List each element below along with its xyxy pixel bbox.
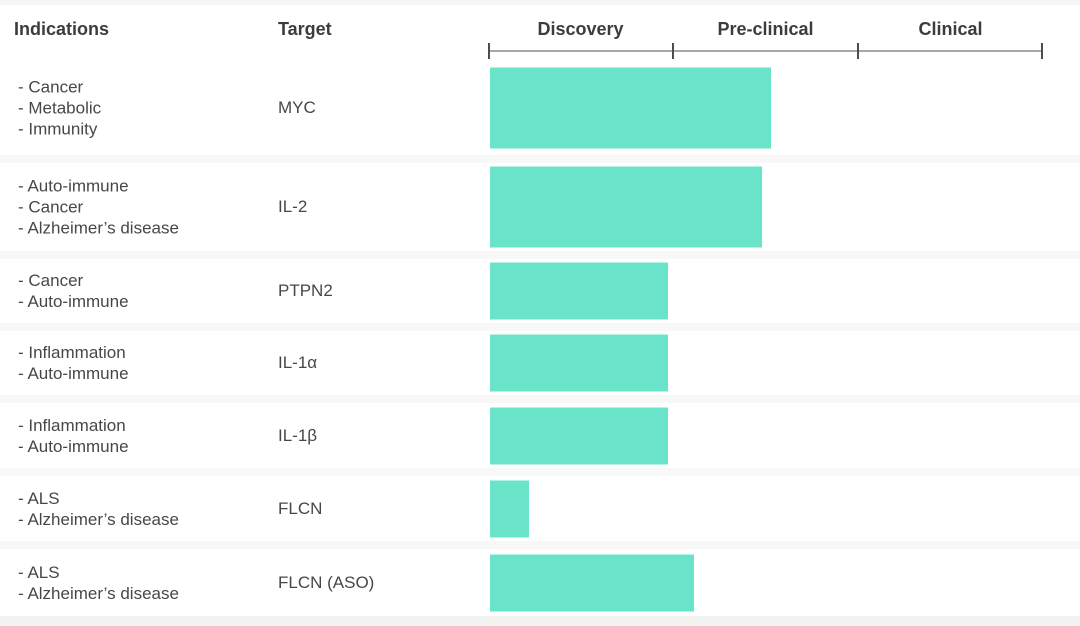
pipeline-row-flcn-aso: - ALS - Alzheimer’s disease FLCN (ASO) <box>0 549 1080 616</box>
row-separator <box>0 395 1080 403</box>
pipeline-bar <box>490 407 668 464</box>
axis-tick <box>1041 43 1043 59</box>
axis-tick <box>488 43 490 59</box>
bottom-edge-stripe <box>0 616 1080 626</box>
target-name: MYC <box>278 97 316 117</box>
phase-header-discovery: Discovery <box>537 19 624 39</box>
pipeline-bar <box>490 67 771 148</box>
pipeline-row-il1b: - Inflammation - Auto-immune IL-1β <box>0 403 1080 468</box>
pipeline-row-ptpn2: - Cancer - Auto-immune PTPN2 <box>0 259 1080 323</box>
pipeline-row-il1a: - Inflammation - Auto-immune IL-1α <box>0 331 1080 395</box>
indication-item: - Alzheimer’s disease <box>18 218 179 238</box>
indication-item: - Cancer <box>18 197 84 217</box>
indication-item: - Metabolic <box>18 98 102 117</box>
row-separator <box>0 541 1080 549</box>
indication-item: - Cancer <box>18 271 84 290</box>
target-column-header: Target <box>278 19 332 39</box>
target-name: IL-1α <box>278 353 318 372</box>
indications-list: - ALS - Alzheimer’s disease <box>18 562 179 604</box>
target-name: FLCN (ASO) <box>278 572 375 592</box>
pipeline-row-il2: - Auto-immune - Cancer - Alzheimer’s dis… <box>0 163 1080 251</box>
indications-list: - Auto-immune - Cancer - Alzheimer’s dis… <box>18 176 179 239</box>
indication-item: - ALS <box>18 488 60 508</box>
indication-item: - Alzheimer’s disease <box>18 509 179 529</box>
indications-column-header: Indications <box>14 19 110 39</box>
indication-item: - Inflammation <box>18 415 126 435</box>
indications-list: - Inflammation - Auto-immune <box>18 342 129 384</box>
indication-item: - Alzheimer’s disease <box>18 583 179 603</box>
timeline-axis <box>488 50 1043 52</box>
indications-list: - Cancer - Auto-immune <box>18 270 129 312</box>
indications-list: - Cancer - Metabolic - Immunity <box>18 76 101 139</box>
indication-item: - Immunity <box>18 119 98 138</box>
indication-item: - Auto-immune <box>18 176 129 196</box>
target-name: IL-2 <box>278 197 308 216</box>
row-separator <box>0 468 1080 476</box>
pipeline-bar <box>490 262 668 320</box>
row-separator <box>0 251 1080 259</box>
pipeline-bar <box>490 554 694 611</box>
phase-header-clinical: Clinical <box>918 19 983 39</box>
indication-item: - Auto-immune <box>18 364 129 383</box>
chart-header: Indications Target Discovery Pre-clinica… <box>0 0 1080 60</box>
indication-item: - Auto-immune <box>18 436 129 456</box>
pipeline-bar <box>490 166 762 248</box>
phase-header-preclinical: Pre-clinical <box>717 19 814 39</box>
axis-tick <box>672 43 674 59</box>
pipeline-bar <box>490 480 529 537</box>
top-edge-stripe <box>0 0 1080 5</box>
indication-item: - Inflammation <box>18 343 126 362</box>
target-name: IL-1β <box>278 425 318 445</box>
indications-list: - Inflammation - Auto-immune <box>18 415 129 457</box>
target-name: PTPN2 <box>278 281 333 300</box>
pipeline-row-flcn: - ALS - Alzheimer’s disease FLCN <box>0 476 1080 541</box>
indications-list: - ALS - Alzheimer’s disease <box>18 488 179 530</box>
indication-item: - Auto-immune <box>18 292 129 311</box>
row-separator <box>0 323 1080 331</box>
pipeline-rows: - Cancer - Metabolic - Immunity MYC - Au… <box>0 60 1080 626</box>
indication-item: - ALS <box>18 562 60 582</box>
pipeline-row-myc: - Cancer - Metabolic - Immunity MYC <box>0 60 1080 155</box>
pipeline-bar <box>490 334 668 392</box>
indication-item: - Cancer <box>18 77 84 96</box>
target-name: FLCN <box>278 498 323 518</box>
axis-tick <box>857 43 859 59</box>
row-separator <box>0 155 1080 163</box>
